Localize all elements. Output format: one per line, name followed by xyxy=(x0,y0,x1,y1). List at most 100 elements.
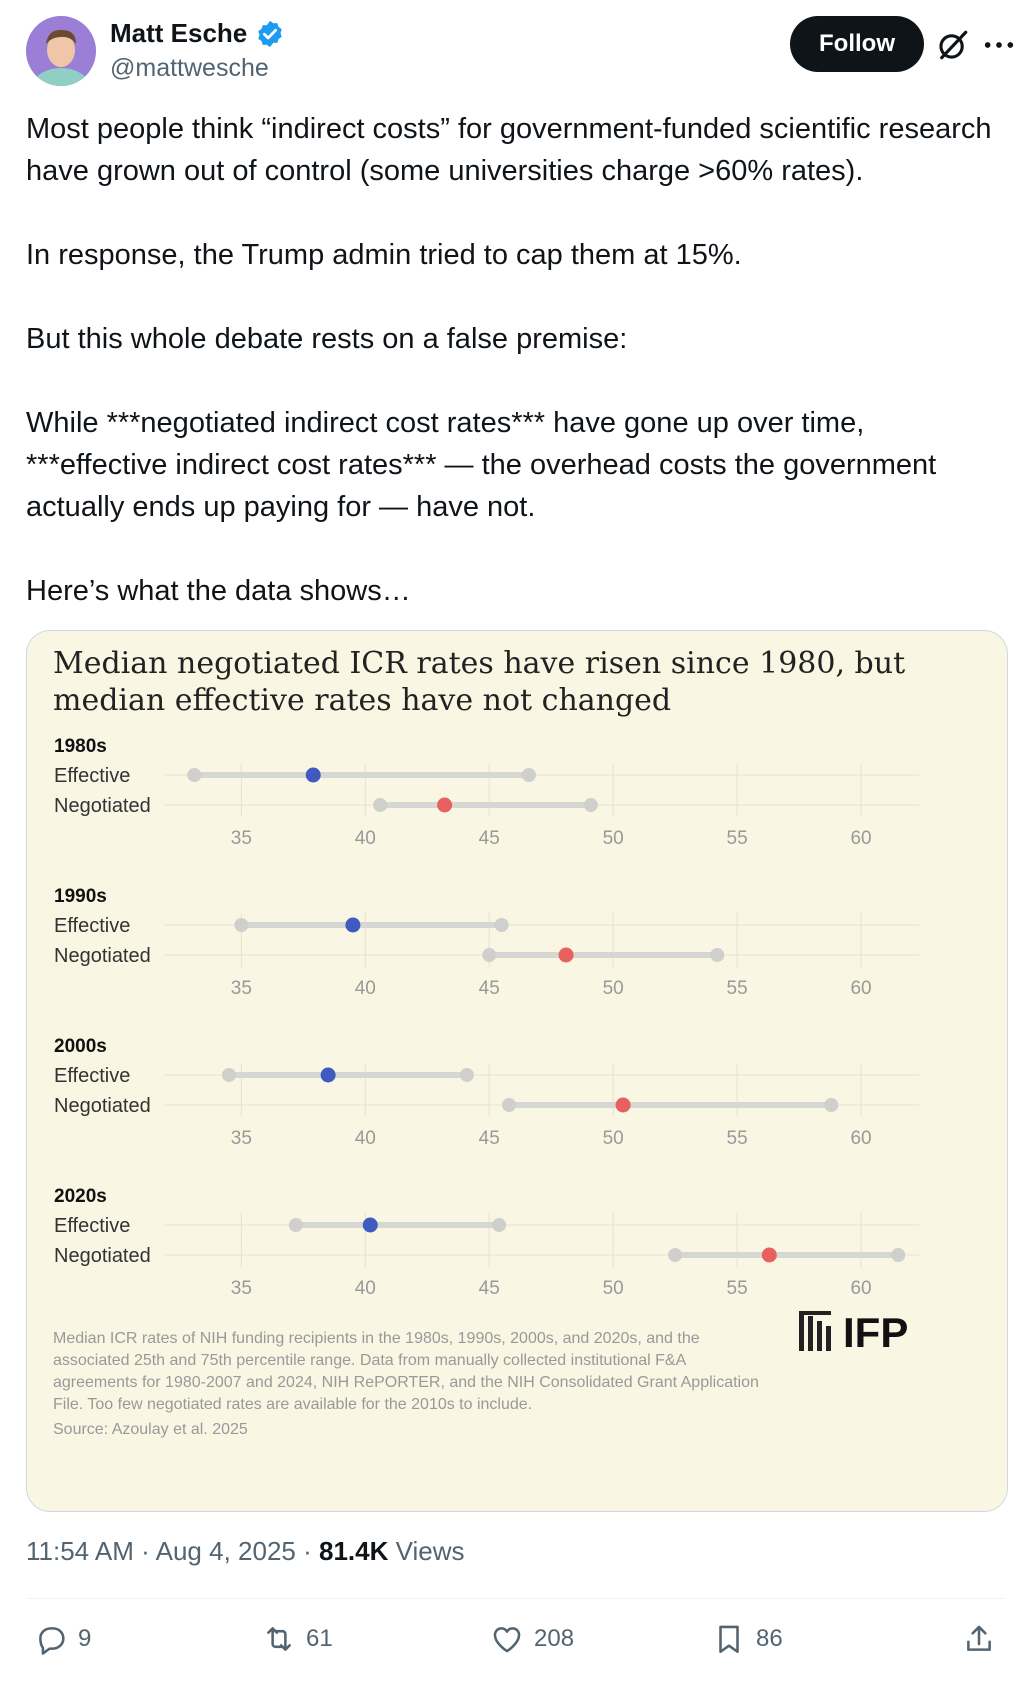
x-tick-label: 60 xyxy=(850,828,871,849)
chart-caption: File. Too few negotiated rates are avail… xyxy=(53,1396,532,1413)
bookmark-count: 86 xyxy=(756,1625,783,1652)
x-tick-label: 45 xyxy=(479,1128,500,1149)
negotiated-p25-point xyxy=(482,948,497,962)
x-tick-label: 40 xyxy=(355,1128,376,1149)
repost-button[interactable]: 61 xyxy=(262,1622,333,1656)
action-bar: 9 61 208 86 xyxy=(26,1622,1006,1672)
negotiated-p75-point xyxy=(583,798,598,812)
effective-p75-point xyxy=(492,1218,507,1232)
effective-p25-point xyxy=(288,1218,303,1232)
x-tick-label: 45 xyxy=(479,978,500,999)
effective-p75-point xyxy=(459,1068,474,1082)
x-tick-label: 60 xyxy=(850,1128,871,1149)
row-label-negotiated: Negotiated xyxy=(54,795,151,817)
negotiated-p75-point xyxy=(824,1098,839,1112)
row-label-negotiated: Negotiated xyxy=(54,945,151,967)
views-label: Views xyxy=(395,1536,465,1566)
x-tick-label: 45 xyxy=(479,828,500,849)
effective-median-point xyxy=(320,1067,336,1083)
ifp-logo-mark xyxy=(799,1311,831,1315)
chart: Median negotiated ICR rates have risen s… xyxy=(53,646,919,1438)
timestamp-row: 11:54 AM · Aug 4, 2025 · 81.4K Views xyxy=(26,1536,465,1567)
chart-card[interactable]: Median negotiated ICR rates have risen s… xyxy=(26,630,1008,1512)
reply-count: 9 xyxy=(78,1625,92,1652)
like-button[interactable]: 208 xyxy=(490,1622,574,1656)
effective-p25-point xyxy=(221,1068,236,1082)
negotiated-p25-point xyxy=(373,798,388,812)
row-label-negotiated: Negotiated xyxy=(54,1095,151,1117)
chart-caption: associated 25th and 75th percentile rang… xyxy=(53,1352,687,1369)
bookmark-button[interactable]: 86 xyxy=(712,1622,783,1656)
chart-caption: agreements for 1980-2007 and 2024, NIH R… xyxy=(53,1374,759,1391)
share-button[interactable] xyxy=(962,1622,996,1656)
ifp-logo-mark xyxy=(817,1321,822,1351)
negotiated-median-point xyxy=(558,947,574,963)
x-tick-label: 40 xyxy=(355,1278,376,1299)
author-handle[interactable]: @mattwesche xyxy=(110,54,269,82)
ifp-logo-mark xyxy=(826,1326,831,1351)
x-tick-label: 40 xyxy=(355,978,376,999)
panel-decade-label: 2000s xyxy=(54,1036,107,1057)
chart-title: median effective rates have not changed xyxy=(53,683,671,718)
grok-icon[interactable] xyxy=(936,28,970,62)
repost-icon xyxy=(267,1627,291,1651)
effective-median-point xyxy=(345,917,361,933)
x-tick-label: 55 xyxy=(727,978,748,999)
chart-title: Median negotiated ICR rates have risen s… xyxy=(53,646,905,681)
x-tick-label: 35 xyxy=(231,1278,252,1299)
chart-caption: Median ICR rates of NIH funding recipien… xyxy=(53,1330,700,1347)
separator: · xyxy=(303,1536,319,1566)
x-tick-label: 55 xyxy=(727,828,748,849)
x-tick-label: 50 xyxy=(603,828,624,849)
views-count: 81.4K xyxy=(318,1536,389,1566)
follow-button[interactable]: Follow xyxy=(790,16,924,72)
effective-p75-point xyxy=(521,768,536,782)
ifp-logo-text: IFP xyxy=(843,1309,908,1356)
repost-count: 61 xyxy=(306,1625,333,1652)
x-tick-label: 50 xyxy=(603,1278,624,1299)
tweet-text: Most people think “indirect costs” for g… xyxy=(26,113,992,607)
row-label-effective: Effective xyxy=(54,915,130,937)
tweet-date[interactable]: Aug 4, 2025 xyxy=(155,1536,296,1566)
author-name[interactable]: Matt Esche xyxy=(110,18,248,48)
bookmark-icon xyxy=(719,1625,739,1654)
panel-decade-label: 1990s xyxy=(54,886,107,907)
share-icon xyxy=(967,1625,991,1651)
reply-button[interactable]: 9 xyxy=(34,1622,91,1656)
like-count: 208 xyxy=(534,1625,575,1652)
x-tick-label: 35 xyxy=(231,978,252,999)
x-tick-label: 55 xyxy=(727,1128,748,1149)
row-label-effective: Effective xyxy=(54,765,130,787)
negotiated-median-point xyxy=(761,1247,777,1263)
row-label-negotiated: Negotiated xyxy=(54,1245,151,1267)
x-tick-label: 50 xyxy=(603,1128,624,1149)
heart-icon xyxy=(493,1627,521,1653)
author-name-row: Matt Esche xyxy=(110,18,285,49)
tweet-time[interactable]: 11:54 AM xyxy=(26,1536,134,1566)
x-tick-label: 35 xyxy=(231,1128,252,1149)
negotiated-p25-point xyxy=(668,1248,683,1262)
x-tick-label: 35 xyxy=(231,828,252,849)
avatar[interactable] xyxy=(26,16,96,86)
row-label-effective: Effective xyxy=(54,1215,130,1237)
x-tick-label: 45 xyxy=(479,1278,500,1299)
chart-source: Source: Azoulay et al. 2025 xyxy=(53,1421,248,1438)
ifp-logo-mark xyxy=(799,1311,804,1351)
effective-median-point xyxy=(305,767,321,783)
panel-decade-label: 2020s xyxy=(54,1186,107,1207)
x-tick-label: 60 xyxy=(850,1278,871,1299)
x-tick-label: 50 xyxy=(603,978,624,999)
tweet-header: Matt Esche @mattwesche Follow xyxy=(26,16,1014,88)
effective-p25-point xyxy=(187,768,202,782)
x-tick-label: 40 xyxy=(355,828,376,849)
effective-p25-point xyxy=(234,918,249,932)
separator: · xyxy=(141,1536,156,1566)
x-tick-label: 55 xyxy=(727,1278,748,1299)
divider xyxy=(26,1598,1006,1599)
negotiated-p25-point xyxy=(502,1098,517,1112)
negotiated-p75-point xyxy=(710,948,725,962)
effective-median-point xyxy=(362,1217,378,1233)
panel-decade-label: 1980s xyxy=(54,736,107,757)
effective-p75-point xyxy=(494,918,509,932)
more-icon[interactable] xyxy=(982,28,1016,62)
